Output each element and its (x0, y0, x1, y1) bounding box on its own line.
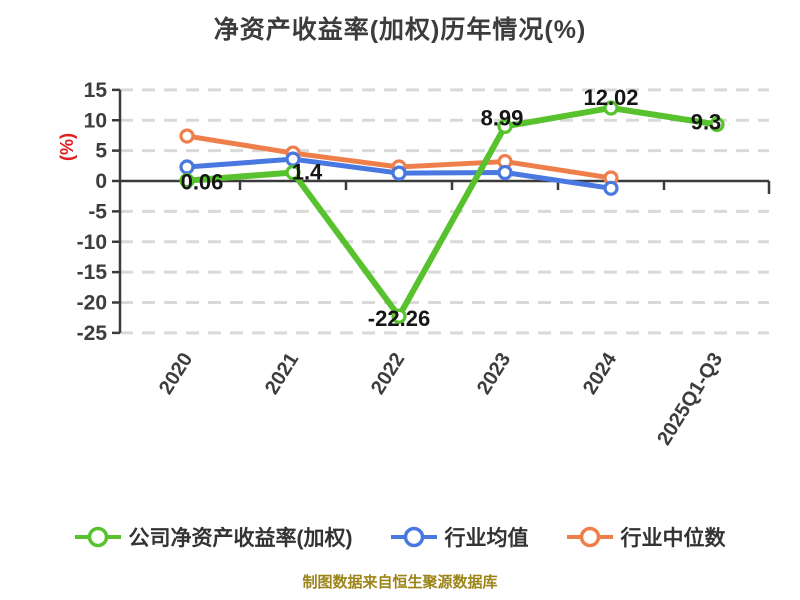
y-tick-labels: 15 10 5 0 -5 -10 -15 -20 -25 (77, 79, 108, 345)
x-tick-label: 2022 (367, 349, 409, 398)
x-tick-labels: 2020 2021 2022 2023 2024 2025Q1-Q3 (155, 348, 727, 449)
data-point-marker (391, 308, 407, 324)
chart-title: 净资产收益率(加权)历年情况(%) (213, 16, 587, 44)
x-tick-label: 2023 (473, 349, 515, 398)
data-point-marker (179, 159, 195, 175)
chart-legend: 公司净资产收益率(加权) 行业均值 行业中位数 (0, 522, 800, 552)
legend-item-0[interactable]: 公司净资产收益率(加权) (74, 522, 353, 552)
x-tick-label: 2025Q1-Q3 (653, 349, 727, 449)
y-tick-label: 0 (95, 170, 107, 193)
y-tick-label: 15 (84, 79, 108, 102)
legend-item-2[interactable]: 行业中位数 (566, 522, 726, 552)
y-tick-label: -25 (77, 322, 108, 345)
x-tick-label: 2024 (579, 348, 622, 398)
axes (112, 88, 771, 335)
data-point-marker (709, 116, 725, 133)
y-axis-unit-label: (%) (57, 133, 77, 161)
data-point-marker (285, 164, 301, 181)
series-1-line (179, 151, 619, 196)
legend-marker-icon (390, 526, 437, 548)
data-point-marker (179, 173, 195, 189)
data-label: 8.99 (481, 105, 524, 130)
data-point-marker (179, 128, 195, 144)
y-tick-label: 5 (95, 140, 107, 163)
y-tick-label: 10 (84, 109, 107, 132)
legend-label: 公司净资产收益率(加权) (128, 527, 353, 550)
y-tick-label: -15 (77, 261, 108, 284)
legend-marker-icon (74, 526, 121, 548)
roe-line-chart: 15 10 5 0 -5 -10 -15 -20 -25 2020 2021 2022 2023 2024… (57, 79, 771, 449)
data-point-marker (603, 180, 619, 196)
data-label: 1.4 (292, 159, 323, 184)
legend-label: 行业中位数 (620, 527, 726, 550)
series-0-line (179, 100, 725, 324)
x-tick-label: 2020 (155, 349, 197, 398)
data-point-marker (391, 165, 407, 181)
legend-marker-icon (566, 526, 613, 548)
x-tick-label: 2021 (261, 349, 303, 398)
y-tick-label: -10 (77, 231, 107, 254)
legend-item-1[interactable]: 行业均值 (390, 522, 529, 552)
series-path (184, 104, 720, 320)
legend-label: 行业均值 (444, 527, 529, 550)
data-label: 12.02 (583, 85, 638, 110)
data-point-marker (497, 164, 513, 181)
data-label: -22.26 (368, 306, 430, 331)
gridlines (120, 88, 769, 335)
data-labels: 0.06 1.4 -22.26 8.99 12.02 9.3 (181, 85, 722, 331)
data-label: 0.06 (181, 170, 224, 195)
data-label: 9.3 (691, 110, 722, 135)
y-tick-label: -5 (88, 200, 107, 223)
data-point-marker (497, 118, 513, 134)
data-source-note: 制图数据来自恒生聚源数据库 (302, 574, 498, 591)
data-point-marker (603, 100, 619, 116)
y-tick-label: -20 (77, 292, 107, 315)
